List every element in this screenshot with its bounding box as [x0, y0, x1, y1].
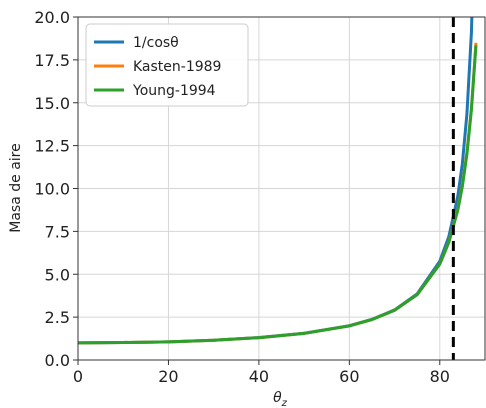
- y-tick-label: 0.0: [45, 351, 70, 370]
- y-tick-label: 15.0: [34, 94, 70, 113]
- ticks: 0 20 40 60 80 0.0 2.5 5.0 7.5 10.0 12.5 15.0 17.5 20.…: [34, 8, 450, 386]
- x-tick-label: 0: [73, 367, 83, 386]
- x-axis-label: θz: [273, 390, 288, 408]
- legend-box: [85, 23, 249, 107]
- legend: 1/cosθ Kasten-1989 Young-1994: [85, 23, 249, 107]
- x-tick-label: 40: [249, 367, 269, 386]
- legend-entry: Kasten-1989: [133, 59, 221, 75]
- x-tick-label: 20: [158, 367, 178, 386]
- y-tick-label: 20.0: [34, 8, 70, 27]
- x-tick-label: 60: [339, 367, 359, 386]
- y-tick-label: 5.0: [45, 265, 70, 284]
- y-tick-label: 12.5: [34, 137, 70, 156]
- series-layer: [78, 17, 478, 345]
- legend-entry: 1/cosθ: [133, 35, 179, 51]
- y-tick-label: 7.5: [45, 222, 70, 241]
- y-axis-label: Masa de aire: [8, 143, 24, 232]
- y-tick-label: 10.0: [34, 180, 70, 199]
- series-line-2: [78, 45, 478, 345]
- y-tick-label: 17.5: [34, 51, 70, 70]
- legend-entry: Young-1994: [132, 83, 216, 99]
- x-tick-label: 80: [430, 367, 450, 386]
- y-tick-label: 2.5: [45, 308, 70, 327]
